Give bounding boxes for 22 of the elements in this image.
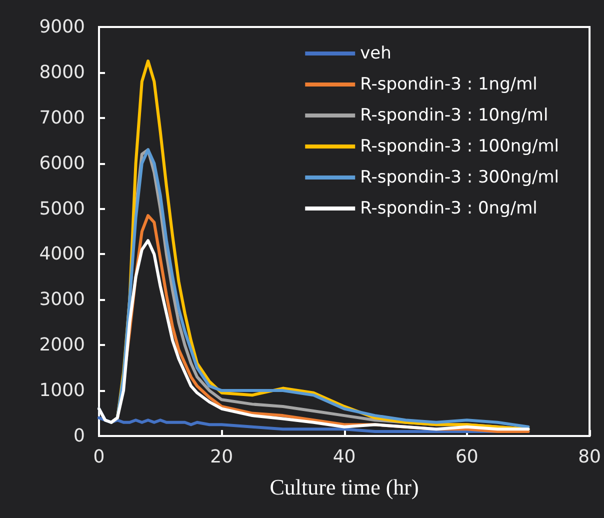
y-tick-label: 7000 — [39, 107, 85, 128]
x-tick-label: 0 — [93, 446, 105, 468]
y-tick-label: 0 — [74, 426, 85, 446]
y-tick-label: 6000 — [39, 152, 85, 174]
x-tick-label: 60 — [455, 446, 478, 468]
legend-label: R-spondin-3 : 100ng/ml — [360, 136, 560, 156]
legend-label: R-spondin-3 : 300ng/ml — [360, 168, 560, 188]
y-tick-label: 5000 — [39, 198, 85, 220]
y-tick-label: 8000 — [39, 62, 85, 83]
legend-label: R-spondin-3 : 10ng/ml — [360, 106, 548, 126]
y-tick-label: 9000 — [39, 16, 85, 38]
x-axis-title: Culture time (hr) — [270, 474, 419, 500]
legend-label: veh — [360, 44, 392, 64]
y-tick-label: 4000 — [39, 244, 85, 265]
legend-label: R-spondin-3 : 0ng/ml — [360, 198, 538, 218]
y-tick-label: 1000 — [39, 380, 85, 402]
x-tick-label: 80 — [578, 446, 601, 468]
y-tick-label: 3000 — [39, 289, 85, 310]
x-tick-label: 20 — [210, 446, 234, 468]
y-tick-label: 2000 — [39, 334, 85, 356]
x-tick-label: 40 — [332, 446, 356, 468]
legend-label: R-spondin-3 : 1ng/ml — [360, 74, 538, 94]
